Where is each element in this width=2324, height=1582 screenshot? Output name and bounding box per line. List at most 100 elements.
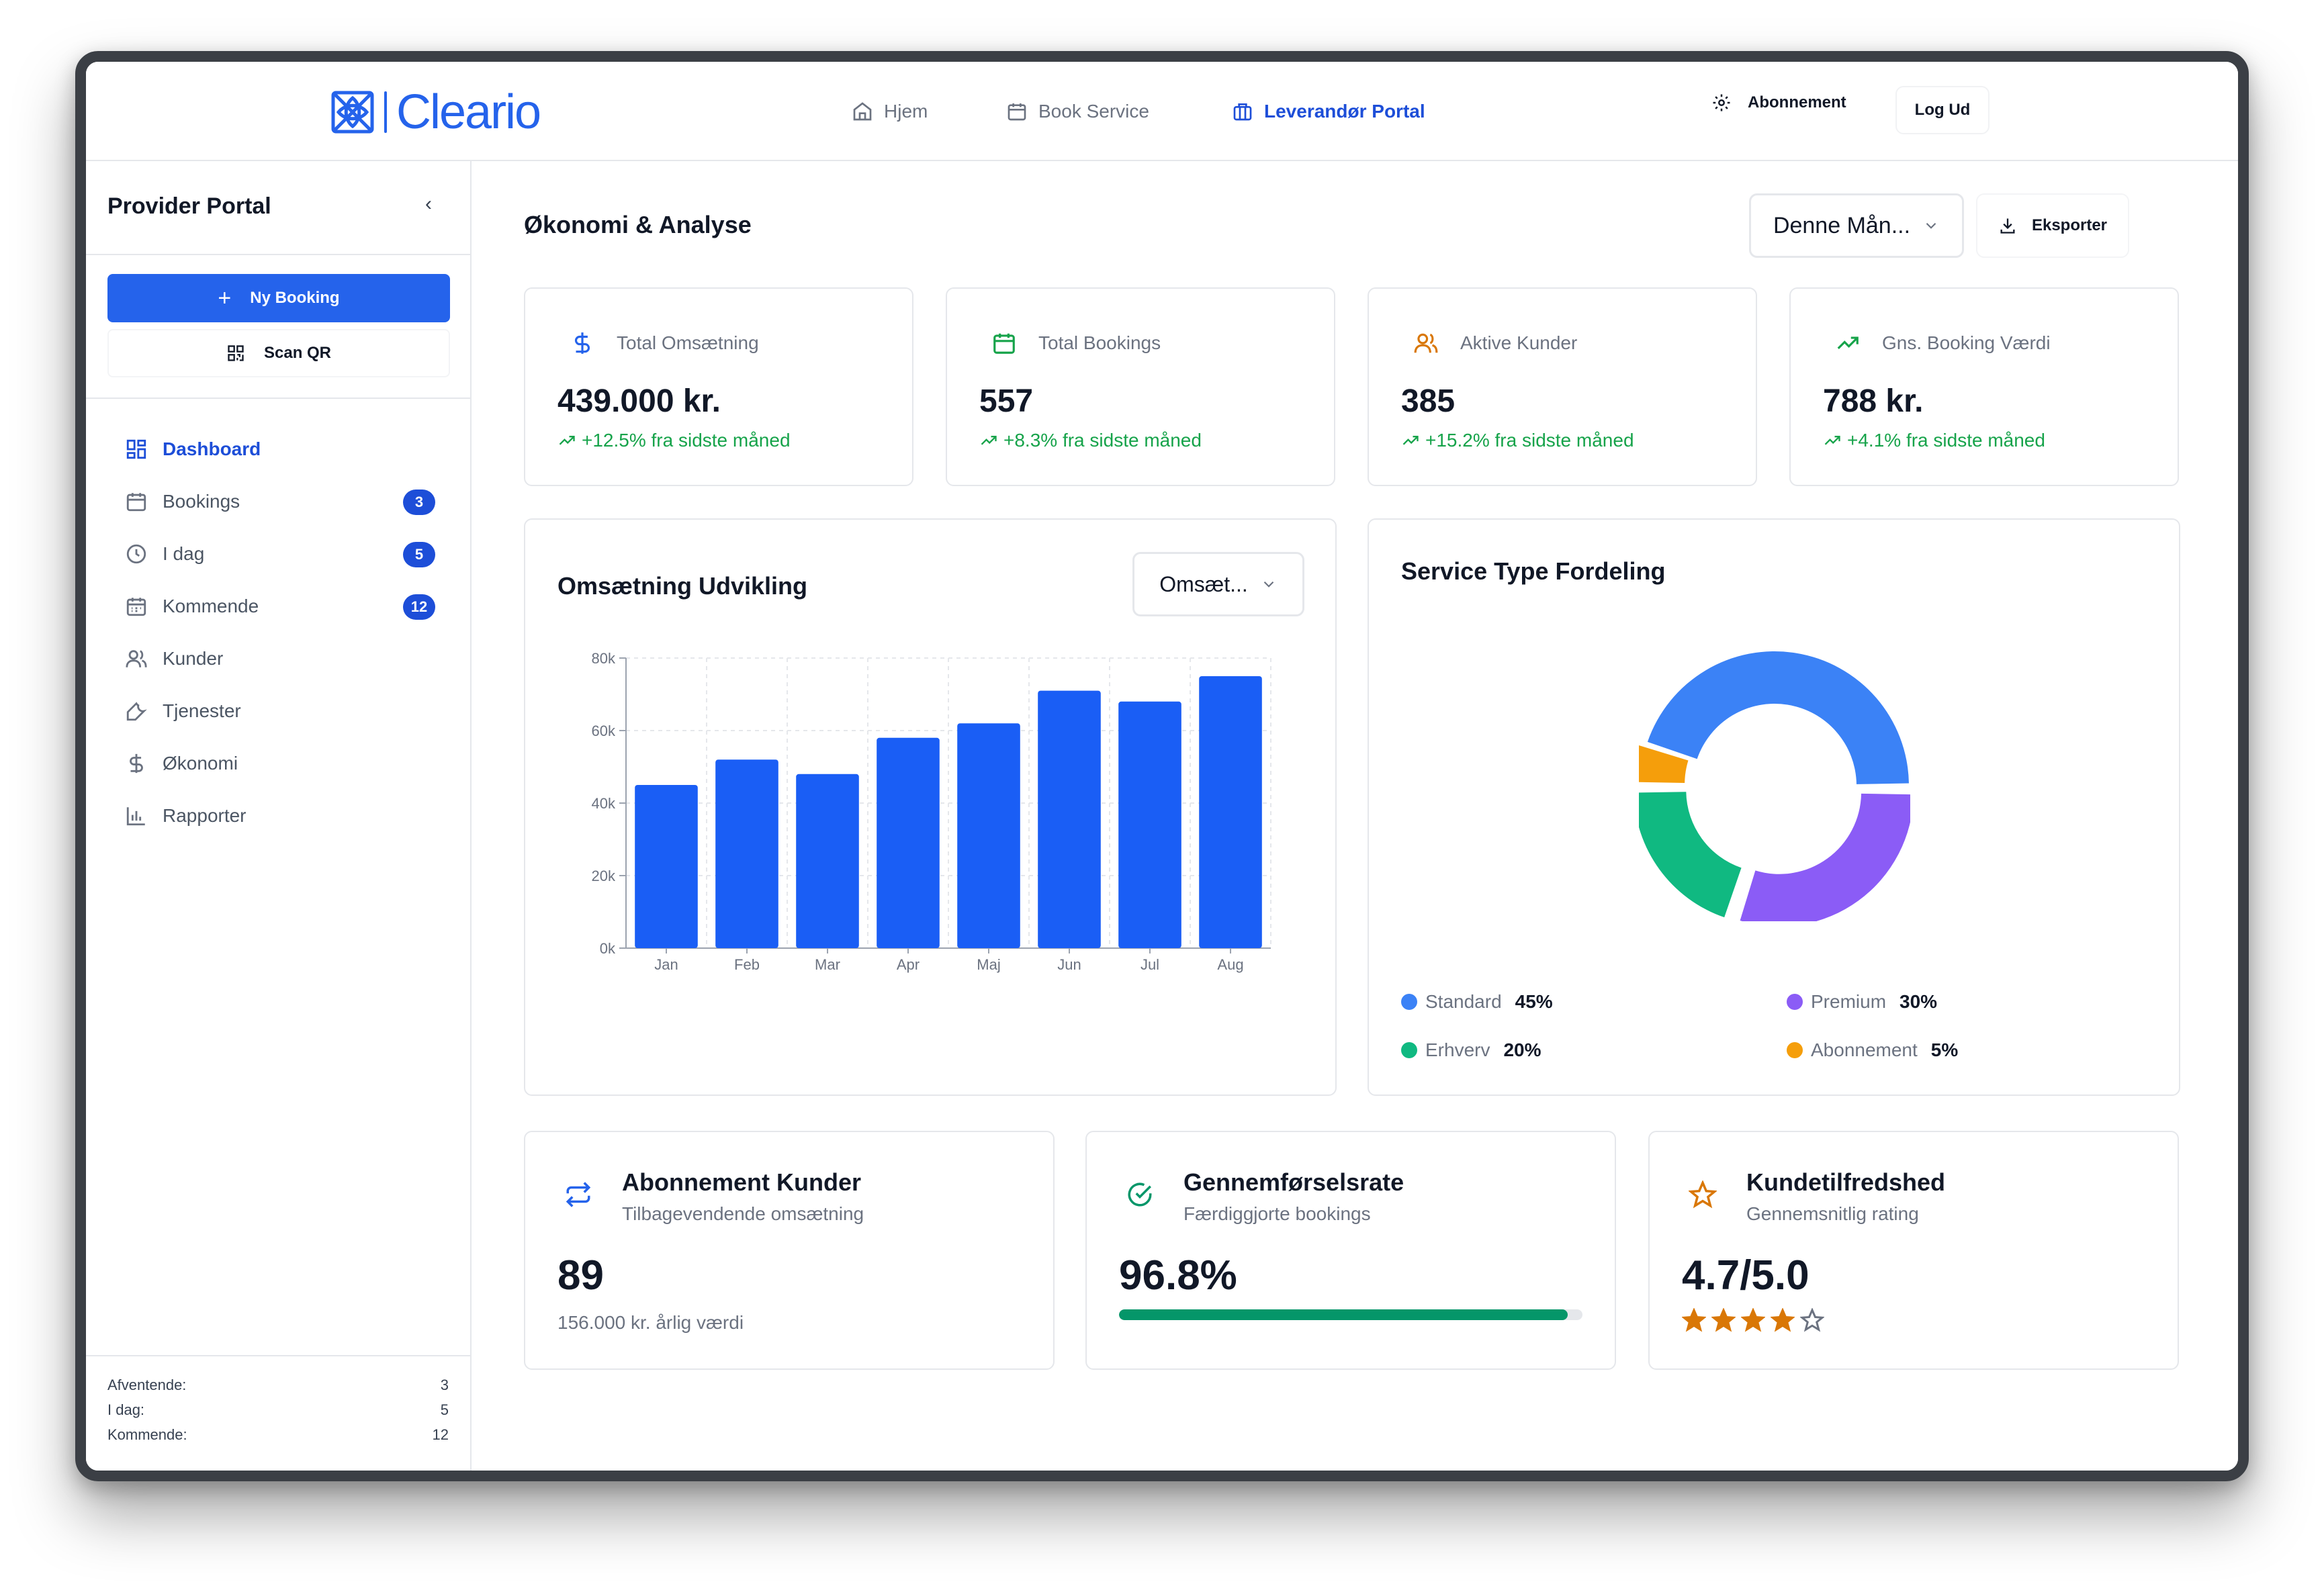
count-badge: 12: [403, 594, 435, 620]
collapse-sidebar-icon[interactable]: ‹: [425, 193, 432, 215]
card-subtitle: Færdiggjorte bookings: [1183, 1203, 1371, 1224]
rating-star-icon: [1741, 1308, 1765, 1332]
bar-jun[interactable]: [1038, 690, 1101, 948]
bar-jul[interactable]: [1118, 701, 1181, 948]
kpi-value: 557: [979, 383, 1034, 419]
bar-maj[interactable]: [957, 723, 1020, 948]
download-icon: [2000, 218, 2015, 234]
dollar-icon: [130, 753, 143, 774]
legend-label: Premium: [1811, 991, 1887, 1012]
bar-aug[interactable]: [1199, 676, 1262, 948]
sidebar-summary: Afventende: 3 I dag: 5 Kommende: 12: [86, 1355, 470, 1471]
calendar-icon: [993, 333, 1015, 354]
kpi-card-avg-value: Gns. Booking Værdi 788 kr. +4.1% fra sid…: [1789, 287, 2179, 486]
summary-label: Afventende:: [107, 1377, 187, 1393]
export-button[interactable]: Eksporter: [1976, 193, 2129, 258]
kpi-label: Total Omsætning: [617, 332, 759, 353]
kpi-value: 439.000 kr.: [557, 383, 721, 419]
brand-name: Cleario: [396, 85, 541, 139]
users-icon: [1414, 333, 1438, 353]
donut-slice-standard[interactable]: [1647, 651, 1909, 784]
donut-slice-abonnement[interactable]: [1639, 745, 1689, 783]
bar-jan[interactable]: [635, 785, 698, 948]
y-tick-label: 0k: [600, 940, 616, 957]
legend-item-standard: Standard 45%: [1401, 991, 1553, 1013]
sidebar-item-label: Kunder: [163, 648, 224, 669]
period-select[interactable]: Denne Mån...: [1749, 193, 1964, 258]
grid-icon: [126, 439, 146, 459]
sidebar-item-bookings[interactable]: Bookings 3: [107, 475, 450, 528]
kpi-label: Total Bookings: [1038, 332, 1161, 353]
sidebar-item-reports[interactable]: Rapporter: [107, 790, 450, 842]
divider: [86, 398, 470, 399]
plus-icon: +: [218, 285, 232, 311]
x-tick-label: Aug: [1217, 956, 1243, 973]
sidebar-item-label: Kommende: [163, 596, 259, 616]
kpi-card-bookings: Total Bookings 557 +8.3% fra sidste måne…: [946, 287, 1335, 486]
sidebar-item-today[interactable]: I dag 5: [107, 528, 450, 580]
sidebar: Provider Portal ‹ + Ny Booking Scan QR D…: [86, 161, 472, 1471]
nav-home-label: Hjem: [884, 101, 928, 122]
card-title: Abonnement Kunder: [622, 1168, 861, 1196]
nav-home[interactable]: Hjem: [852, 93, 928, 130]
cleario-logo-icon: [331, 91, 374, 134]
calendar-icon: [1008, 103, 1026, 121]
legend-item-premium: Premium 30%: [1787, 991, 1937, 1013]
card-subtitle: Tilbagevendende omsætning: [622, 1203, 864, 1224]
legend-dot: [1401, 1042, 1417, 1058]
home-icon: [853, 102, 872, 121]
bar-mar[interactable]: [796, 774, 859, 948]
summary-row-pending: Afventende: 3: [107, 1377, 449, 1401]
main-content: Økonomi & Analyse Denne Mån... Eksporter…: [472, 161, 2238, 1471]
sidebar-item-label: Rapporter: [163, 805, 247, 826]
summary-row-upcoming: Kommende: 12: [107, 1426, 449, 1451]
trending-up-icon: [1837, 336, 1859, 350]
page-title: Økonomi & Analyse: [524, 211, 752, 238]
legend-label: Erhverv: [1425, 1039, 1490, 1060]
legend-dot: [1787, 994, 1803, 1010]
kpi-trend: +12.5% fra sidste måned: [557, 430, 791, 451]
trending-up-icon: [981, 436, 997, 445]
sidebar-item-label: Dashboard: [163, 438, 261, 459]
sidebar-item-dashboard[interactable]: Dashboard: [107, 423, 450, 475]
clock-icon: [126, 544, 146, 564]
repeat-icon: [566, 1182, 591, 1207]
nav-book-service[interactable]: Book Service: [1006, 93, 1149, 130]
legend-label: Standard: [1425, 991, 1502, 1012]
service-donut-chart: [1639, 651, 1910, 921]
card-value: 96.8%: [1119, 1252, 1237, 1299]
sidebar-item-upcoming[interactable]: Kommende 12: [107, 580, 450, 633]
y-tick-label: 40k: [592, 795, 616, 812]
kpi-trend: +15.2% fra sidste måned: [1401, 430, 1634, 451]
legend-value: 5%: [1930, 1039, 1959, 1060]
kpi-value: 788 kr.: [1823, 383, 1924, 419]
summary-label: I dag:: [107, 1401, 145, 1418]
kpi-trend-text: +12.5% fra sidste måned: [582, 430, 791, 451]
donut-slice-premium[interactable]: [1740, 793, 1910, 921]
donut-slice-erhverv[interactable]: [1639, 792, 1742, 918]
subscription-link[interactable]: Abonnement: [1711, 93, 1846, 113]
sidebar-item-services[interactable]: Tjenester: [107, 685, 450, 737]
new-booking-button[interactable]: + Ny Booking: [107, 274, 450, 322]
divider: [86, 254, 470, 255]
sidebar-item-economy[interactable]: Økonomi: [107, 737, 450, 790]
chart-metric-select[interactable]: Omsæt...: [1132, 552, 1304, 616]
bar-feb[interactable]: [715, 759, 778, 948]
legend-label: Abonnement: [1811, 1039, 1918, 1060]
brand-logo[interactable]: Cleario: [330, 85, 541, 139]
completion-progress-bar: [1119, 1309, 1582, 1320]
card-note: 156.000 kr. årlig værdi: [557, 1312, 744, 1333]
kpi-trend-text: +8.3% fra sidste måned: [1003, 430, 1202, 451]
nav-portal-label: Leverandør Portal: [1264, 101, 1425, 122]
chart-title: Omsætning Udvikling: [557, 572, 808, 600]
bar-apr[interactable]: [877, 737, 940, 948]
summary-row-today: I dag: 5: [107, 1401, 449, 1426]
sidebar-item-customers[interactable]: Kunder: [107, 633, 450, 685]
kpi-header: Aktive Kunder: [1413, 330, 1577, 356]
nav-provider-portal[interactable]: Leverandør Portal: [1232, 93, 1425, 130]
legend-item-subscription: Abonnement 5%: [1787, 1039, 1958, 1061]
scan-qr-button[interactable]: Scan QR: [107, 329, 450, 377]
new-booking-label: Ny Booking: [250, 289, 340, 307]
logout-button[interactable]: Log Ud: [1895, 86, 1990, 134]
calendar-days-icon: [126, 598, 146, 616]
